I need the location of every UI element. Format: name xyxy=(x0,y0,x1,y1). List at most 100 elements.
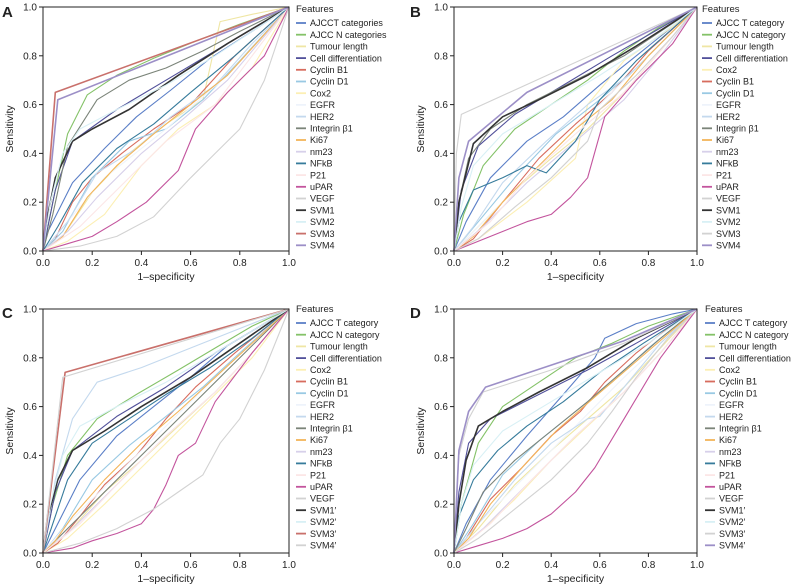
legend-item: uPAR xyxy=(702,182,739,192)
legend-item: HER2 xyxy=(296,412,334,422)
legend-label: Integrin β1 xyxy=(719,424,762,434)
y-tick-label: 1.0 xyxy=(23,3,37,14)
y-axis-title: Sensitivity xyxy=(4,407,16,455)
roc-curve-0 xyxy=(453,308,698,554)
x-tick-label: 0.6 xyxy=(184,258,198,269)
legend-label: uPAR xyxy=(719,482,742,492)
legend-item: SVM1′ xyxy=(296,505,337,515)
y-axis-title: Sensitivity xyxy=(415,407,427,455)
roc-curve-13 xyxy=(453,308,698,554)
legend-item: Tumour length xyxy=(296,342,368,352)
legend-label: P21 xyxy=(719,470,735,480)
y-tick-label: 0.6 xyxy=(434,100,448,111)
x-tick-label: 1.0 xyxy=(282,258,296,269)
roc-curve-14 xyxy=(453,6,698,252)
roc-curve-19 xyxy=(42,308,290,554)
legend-label: VEGF xyxy=(716,194,741,204)
x-tick-label: 0.0 xyxy=(36,258,50,269)
y-axis-title: Sensitivity xyxy=(415,105,427,153)
legend-item: Cyclin D1 xyxy=(702,88,755,98)
legend-item: AJCC N category xyxy=(702,30,786,40)
legend-item: AJCC N category xyxy=(296,330,380,340)
legend-label: HER2 xyxy=(310,412,334,422)
x-tick-label: 0.2 xyxy=(496,560,510,571)
y-tick-label: 0.4 xyxy=(23,149,37,160)
legend-label: nm23 xyxy=(310,447,333,457)
legend-item: AJCC T category xyxy=(702,18,785,28)
legend-label: P21 xyxy=(310,170,326,180)
y-tick-label: 0.6 xyxy=(23,402,37,413)
x-tick-label: 1.0 xyxy=(690,258,704,269)
legend-label: SVM1 xyxy=(716,205,741,215)
x-axis-title: 1–specificity xyxy=(137,573,195,585)
y-tick-label: 1.0 xyxy=(434,305,448,316)
legend-label: Tumour length xyxy=(310,342,368,352)
legend-item: SVM4 xyxy=(296,241,335,251)
roc-curve-18 xyxy=(42,6,290,252)
x-tick-label: 0.8 xyxy=(641,258,655,269)
legend-label: P21 xyxy=(716,170,732,180)
legend-item: SVM1 xyxy=(296,205,335,215)
legend: Features AJCC T category AJCC N category Tu… xyxy=(702,4,788,251)
legend-item: Ki67 xyxy=(296,135,328,145)
roc-curve-18 xyxy=(453,6,698,252)
legend-label: SVM1 xyxy=(310,205,335,215)
roc-curve-17 xyxy=(453,6,698,252)
legend-title: Features xyxy=(702,4,740,15)
roc-curve-4 xyxy=(453,308,698,554)
panel-label: D xyxy=(410,305,421,322)
legend-item: SVM3′ xyxy=(296,529,337,539)
x-tick-label: 0.8 xyxy=(233,560,247,571)
y-tick-label: 0.2 xyxy=(23,500,37,511)
legend-label: Cyclin D1 xyxy=(716,88,755,98)
roc-panel-d: D 0.0 0.2 0.4 0.6 0.8 1.0 0.0 0.2 0.4 0.6 0.8 1.0 1–s… xyxy=(410,304,791,585)
y-axis-title: Sensitivity xyxy=(4,105,16,153)
legend-label: NFkB xyxy=(310,159,333,169)
legend-label: Integrin β1 xyxy=(716,124,759,134)
y-tick-label: 0.0 xyxy=(23,549,37,560)
y-tick-label: 0.6 xyxy=(434,402,448,413)
roc-curve-17 xyxy=(42,308,290,554)
legend-item: SVM2 xyxy=(702,217,741,227)
legend-item: Tumour length xyxy=(705,342,777,352)
roc-curve-10 xyxy=(42,308,290,554)
legend-label: Ki67 xyxy=(310,435,328,445)
roc-curve-16 xyxy=(42,308,290,554)
legend-item: Integrin β1 xyxy=(702,124,759,134)
roc-panel-a: A 0.0 0.2 0.4 0.6 0.8 1.0 0.0 0.2 0.4 0.6 0.8 1.0 1–s… xyxy=(2,3,387,284)
legend-label: SVM1′ xyxy=(719,505,746,515)
roc-curve-10 xyxy=(453,308,698,554)
legend-item: NFkB xyxy=(705,459,742,469)
legend: Features AJCC T category AJCC N category Tu… xyxy=(296,304,382,551)
legend-item: Cyclin B1 xyxy=(296,377,348,387)
legend-label: AJCC N category xyxy=(716,30,786,40)
legend-label: HER2 xyxy=(719,412,743,422)
legend-label: uPAR xyxy=(310,482,333,492)
legend-item: Cyclin D1 xyxy=(705,388,758,398)
legend-item: nm23 xyxy=(296,447,333,457)
x-tick-label: 0.4 xyxy=(544,258,558,269)
legend-item: HER2 xyxy=(702,112,740,122)
roc-curve-11 xyxy=(453,308,698,554)
x-tick-label: 0.6 xyxy=(593,560,607,571)
legend-item: NFkB xyxy=(296,459,333,469)
legend-item: SVM1 xyxy=(702,205,741,215)
legend-item: VEGF xyxy=(296,494,335,504)
x-tick-label: 0.2 xyxy=(496,258,510,269)
legend-label: Cell differentiation xyxy=(310,353,382,363)
roc-curve-17 xyxy=(42,6,290,252)
roc-curve-5 xyxy=(42,6,290,252)
x-tick-label: 0.2 xyxy=(85,560,99,571)
roc-curve-19 xyxy=(453,6,698,252)
roc-curve-11 xyxy=(42,6,290,252)
legend-item: Ki67 xyxy=(702,135,734,145)
y-tick-label: 0.2 xyxy=(434,198,448,209)
panel-label: A xyxy=(2,4,13,21)
roc-curve-16 xyxy=(453,6,698,252)
legend-item: P21 xyxy=(705,470,735,480)
legend-item: SVM4 xyxy=(702,241,741,251)
y-tick-label: 1.0 xyxy=(23,305,37,316)
x-tick-label: 0.4 xyxy=(134,560,148,571)
y-tick-label: 0.8 xyxy=(434,51,448,62)
x-tick-label: 0.6 xyxy=(184,560,198,571)
